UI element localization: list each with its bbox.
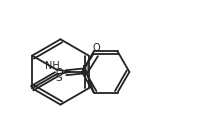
Text: O: O xyxy=(93,43,101,53)
Text: S: S xyxy=(56,73,62,83)
Text: O: O xyxy=(55,68,63,78)
Text: NH: NH xyxy=(45,62,60,72)
Text: N: N xyxy=(82,65,89,75)
